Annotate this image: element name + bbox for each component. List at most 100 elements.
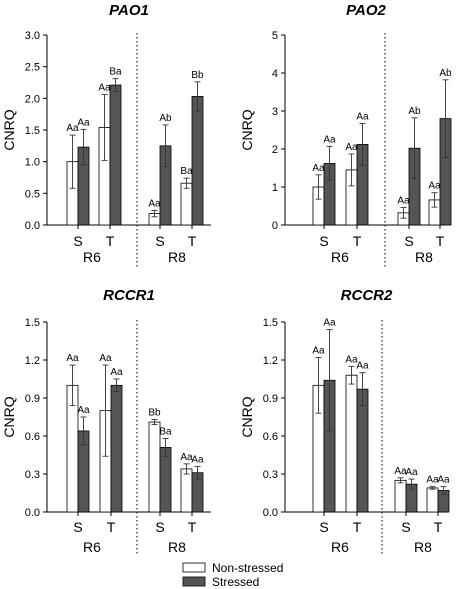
- significance-label: Aa: [437, 475, 450, 486]
- chart-title: RCCR2: [341, 287, 393, 304]
- bar-non-stressed: [148, 421, 161, 513]
- x-category-label: T: [106, 233, 115, 249]
- bar-non-stressed: [345, 374, 358, 513]
- significance-label: Aa: [405, 467, 418, 478]
- x-category-label: T: [436, 233, 445, 249]
- y-tick-label: 0.6: [263, 431, 278, 443]
- significance-label: Ba: [180, 166, 193, 177]
- x-category-label: T: [107, 519, 116, 535]
- x-category-label: S: [155, 519, 164, 535]
- y-tick-label: 3.0: [25, 30, 40, 42]
- y-tick-label: 0.0: [263, 507, 278, 519]
- y-tick-label: 2: [272, 144, 278, 156]
- significance-label: Aa: [98, 83, 111, 94]
- significance-label: Aa: [312, 345, 325, 356]
- y-tick-label: 4: [272, 68, 278, 80]
- significance-label: Aa: [426, 475, 439, 486]
- bar-stressed: [110, 384, 123, 513]
- y-tick-label: 1.5: [25, 125, 40, 137]
- x-category-label: S: [319, 233, 328, 249]
- x-group-label: R8: [414, 539, 432, 555]
- significance-label: Aa: [394, 466, 407, 477]
- y-tick-label: 1.2: [263, 355, 278, 367]
- bar-stressed: [356, 388, 369, 513]
- y-tick-label: 0.0: [25, 507, 40, 519]
- y-tick-label: 0.3: [263, 469, 278, 481]
- significance-label: Ab: [439, 68, 452, 79]
- significance-label: Bb: [191, 70, 204, 81]
- significance-label: Aa: [191, 454, 204, 465]
- significance-label: Aa: [312, 163, 325, 174]
- significance-label: Ba: [109, 67, 122, 78]
- x-group-label: R8: [415, 249, 433, 265]
- x-group-label: R6: [331, 539, 349, 555]
- significance-label: Aa: [77, 405, 90, 416]
- x-group-label: R6: [83, 249, 101, 265]
- x-category-label: T: [353, 519, 362, 535]
- y-tick-label: 0: [272, 220, 278, 232]
- x-category-label: S: [401, 519, 410, 535]
- significance-label: Aa: [99, 353, 112, 364]
- x-category-label: T: [188, 519, 197, 535]
- y-axis-label: CNRQ: [239, 109, 255, 150]
- significance-label: Ab: [408, 106, 421, 117]
- y-tick-label: 0.6: [25, 431, 40, 443]
- bar-stressed: [109, 84, 122, 226]
- chart-title: PAO1: [109, 2, 149, 19]
- significance-label: Aa: [323, 134, 336, 145]
- x-group-label: R6: [331, 249, 349, 265]
- significance-label: Aa: [323, 318, 336, 329]
- y-tick-label: 1.2: [25, 355, 40, 367]
- bar-stressed: [191, 96, 204, 226]
- bar-non-stressed: [394, 479, 407, 513]
- significance-label: Aa: [66, 353, 79, 364]
- y-tick-label: 1.5: [25, 317, 40, 329]
- significance-label: Aa: [345, 142, 358, 153]
- significance-label: Aa: [345, 354, 358, 365]
- x-category-label: S: [404, 233, 413, 249]
- x-group-label: R8: [168, 249, 186, 265]
- bar-non-stressed: [180, 468, 193, 513]
- bar-non-stressed: [426, 487, 439, 513]
- significance-label: Aa: [148, 198, 161, 209]
- significance-label: Aa: [180, 452, 193, 463]
- y-tick-label: 0.0: [25, 220, 40, 232]
- y-tick-label: 0.9: [25, 393, 40, 405]
- significance-label: Aa: [356, 112, 369, 123]
- x-category-label: S: [155, 233, 164, 249]
- significance-label: Bb: [148, 408, 161, 419]
- y-tick-label: 2.0: [25, 93, 40, 105]
- chart-title: RCCR1: [103, 287, 155, 304]
- significance-label: Ba: [159, 427, 172, 438]
- bar-non-stressed: [180, 182, 193, 226]
- x-category-label: T: [434, 519, 443, 535]
- legend-swatch-stressed: [182, 576, 206, 587]
- significance-label: Aa: [356, 361, 369, 372]
- significance-label: Aa: [397, 196, 410, 207]
- y-tick-label: 3: [272, 106, 278, 118]
- y-tick-label: 0.9: [263, 393, 278, 405]
- significance-label: Aa: [110, 367, 123, 378]
- significance-label: Aa: [428, 181, 441, 192]
- bar-stressed: [159, 446, 172, 513]
- x-category-label: T: [353, 233, 362, 249]
- y-tick-label: 5: [272, 30, 278, 42]
- x-category-label: S: [319, 519, 328, 535]
- y-tick-label: 1: [272, 182, 278, 194]
- x-category-label: S: [73, 519, 82, 535]
- x-category-label: S: [73, 233, 82, 249]
- significance-label: Aa: [77, 117, 90, 128]
- significance-label: Aa: [66, 123, 79, 134]
- chart-title: PAO2: [346, 2, 386, 19]
- significance-label: Ab: [159, 113, 172, 124]
- legend-label-stressed: Stressed: [212, 575, 259, 589]
- y-axis-label: CNRQ: [1, 396, 17, 437]
- chart-panel-4: RCCR20.00.30.60.91.21.5CNRQAaAaAaAaAaAaA…: [239, 287, 450, 556]
- legend-label-non-stressed: Non-stressed: [212, 561, 283, 575]
- legend-swatch-non-stressed: [182, 562, 206, 573]
